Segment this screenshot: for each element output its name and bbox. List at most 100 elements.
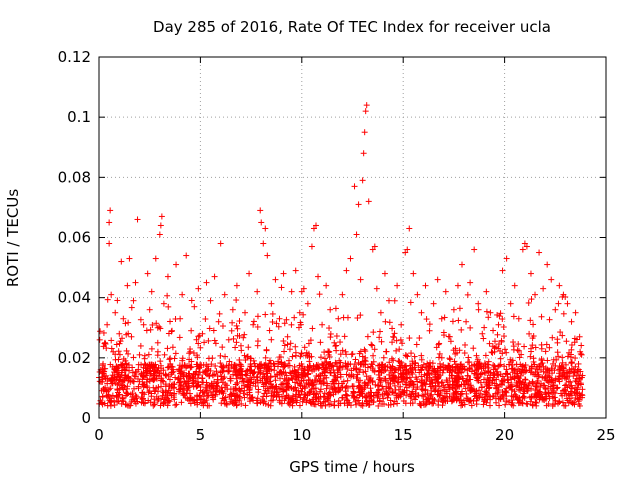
data-point-dense <box>299 398 306 405</box>
data-point-dense <box>222 353 229 360</box>
data-point-dense <box>172 374 179 381</box>
data-point-dense <box>500 324 507 331</box>
data-point-dense <box>164 345 171 352</box>
data-point <box>377 309 384 316</box>
data-point-dense <box>153 393 160 400</box>
data-point-dense <box>503 349 510 356</box>
data-point-dense <box>317 354 324 361</box>
data-point-dense <box>263 346 270 353</box>
data-point-dense <box>488 349 495 356</box>
data-point-dense <box>217 352 224 359</box>
data-point-dense <box>100 386 107 393</box>
data-point-dense <box>418 356 425 363</box>
data-point <box>511 282 518 289</box>
data-point-dense <box>445 381 452 388</box>
data-point-dense <box>516 354 523 361</box>
data-point-dense <box>481 324 488 331</box>
data-point-dense <box>559 332 566 339</box>
data-point-dense <box>389 388 396 395</box>
data-point-dense <box>305 350 312 357</box>
data-point-dense <box>447 338 454 345</box>
data-point-dense <box>540 382 547 389</box>
data-point-dense <box>114 297 121 304</box>
data-point-dense <box>344 314 351 321</box>
data-point-dense <box>187 400 194 407</box>
data-point-dense <box>528 364 535 371</box>
chart-title: Day 285 of 2016, Rate Of TEC Index for r… <box>153 18 551 36</box>
data-point-dense <box>165 303 172 310</box>
data-point-dense <box>222 394 229 401</box>
data-point-dense <box>538 341 545 348</box>
data-point-dense <box>100 343 107 350</box>
data-point <box>140 321 147 328</box>
data-point-dense <box>309 325 316 332</box>
data-point-dense <box>178 399 185 406</box>
data-point-dense <box>396 346 403 353</box>
data-point <box>479 330 486 337</box>
data-point-dense <box>292 343 299 350</box>
data-point-dense <box>406 335 413 342</box>
data-point-dense <box>250 318 257 325</box>
data-point-dense <box>232 344 239 351</box>
data-point-dense <box>259 396 266 403</box>
data-point-dense <box>169 344 176 351</box>
data-point-dense <box>350 373 357 380</box>
data-point <box>106 219 113 226</box>
data-point-dense <box>242 357 249 364</box>
data-point <box>124 282 131 289</box>
data-point-dense <box>530 333 537 340</box>
data-point-dense <box>309 368 316 375</box>
data-point-dense <box>223 401 230 408</box>
data-point-dense <box>326 389 333 396</box>
data-point <box>195 285 202 292</box>
data-point-dense <box>544 357 551 364</box>
data-point <box>250 321 257 328</box>
data-point-dense <box>195 340 202 347</box>
data-point <box>552 306 559 313</box>
data-point-dense <box>408 350 415 357</box>
data-point-dense <box>316 291 323 298</box>
data-point-dense <box>120 355 127 362</box>
data-point <box>258 219 265 226</box>
data-point-dense <box>341 333 348 340</box>
data-point-dense <box>278 359 285 366</box>
data-point <box>276 315 283 322</box>
data-point-dense <box>357 312 364 319</box>
data-point-dense <box>195 371 202 378</box>
y-tick-label: 0.12 <box>58 48 91 66</box>
data-point-dense <box>254 323 261 330</box>
data-point-dense <box>352 398 359 405</box>
data-point-dense <box>378 361 385 368</box>
data-point-dense <box>330 377 337 384</box>
data-point-dense <box>292 349 299 356</box>
data-point <box>130 297 137 304</box>
data-point-dense <box>186 397 193 404</box>
data-point-dense <box>284 341 291 348</box>
data-point <box>296 309 303 316</box>
data-point-dense <box>395 379 402 386</box>
data-point <box>173 261 180 268</box>
data-point-dense <box>288 321 295 328</box>
data-point-dense <box>163 388 170 395</box>
data-point-dense <box>496 362 503 369</box>
data-point-dense <box>542 348 549 355</box>
data-point-dense <box>380 395 387 402</box>
data-point-dense <box>496 402 503 409</box>
data-point-dense <box>179 355 186 362</box>
data-point-dense <box>114 381 121 388</box>
data-point-dense <box>456 305 463 312</box>
data-point-dense <box>233 339 240 346</box>
y-tick-label: 0.04 <box>58 289 91 307</box>
data-point-dense <box>398 359 405 366</box>
data-point-dense <box>103 372 110 379</box>
data-point-dense <box>445 333 452 340</box>
x-tick-label: 20 <box>495 426 514 444</box>
data-point-dense <box>320 399 327 406</box>
data-point <box>169 327 176 334</box>
data-point-dense <box>486 402 493 409</box>
data-point <box>300 285 307 292</box>
data-point-dense <box>274 371 281 378</box>
y-tick-label: 0.1 <box>67 108 91 126</box>
data-point-dense <box>188 358 195 365</box>
data-point-dense <box>129 369 136 376</box>
